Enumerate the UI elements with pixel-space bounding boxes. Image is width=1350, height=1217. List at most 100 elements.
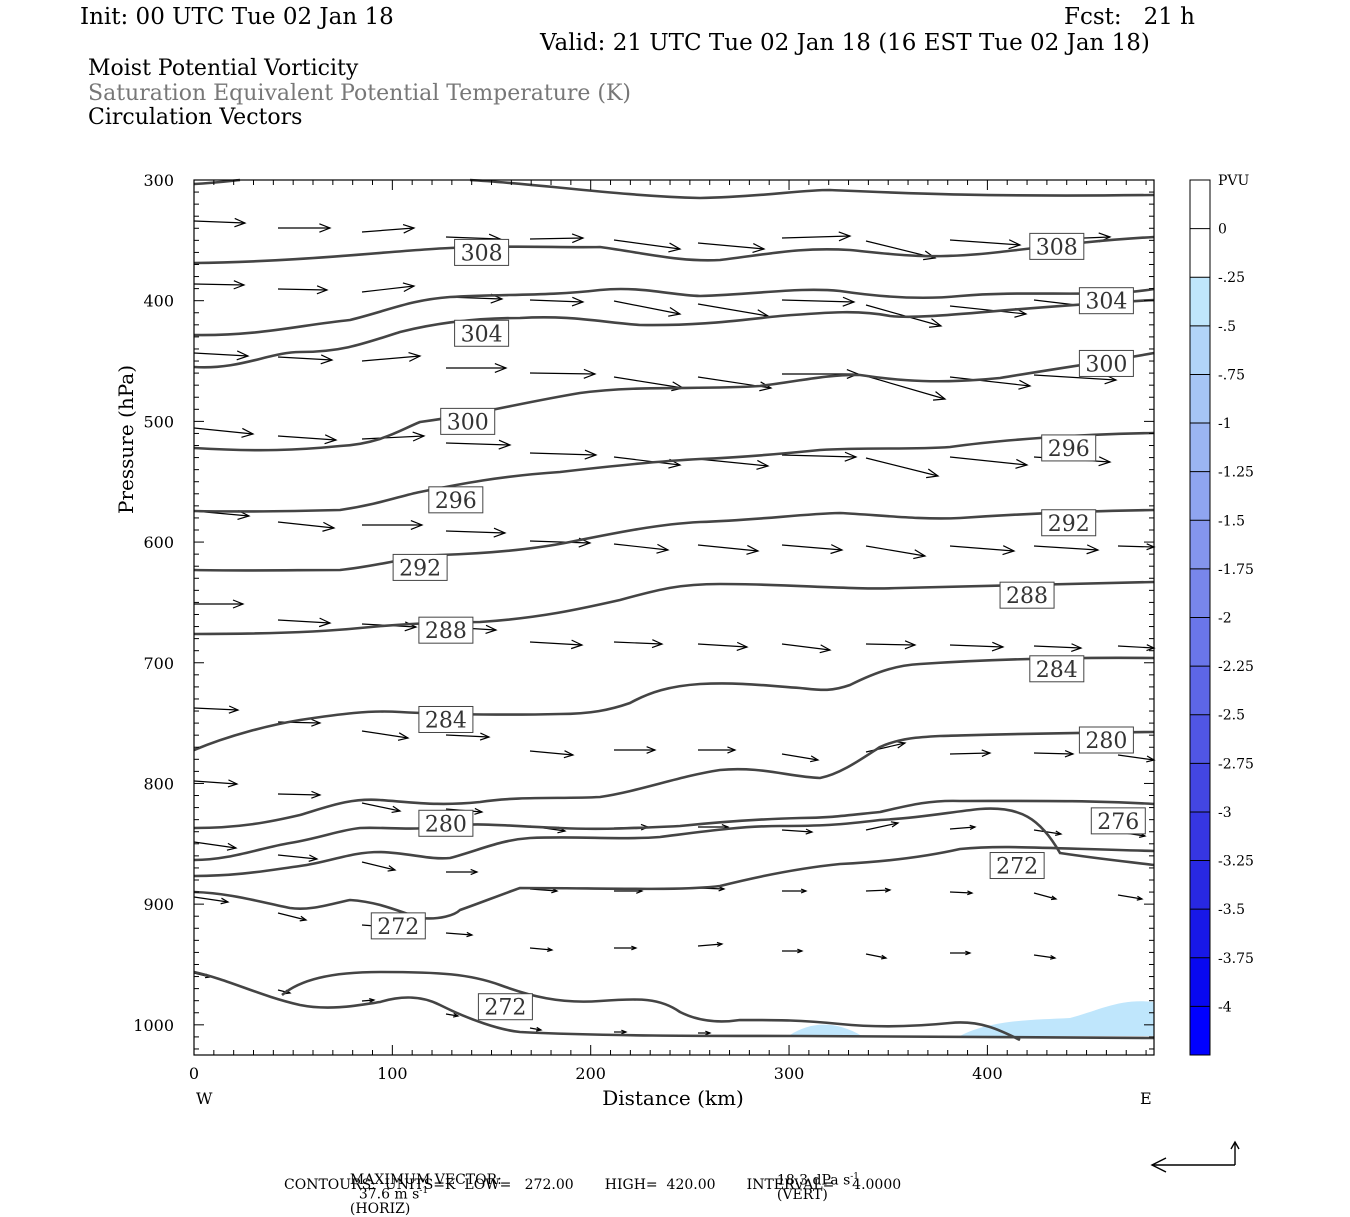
vector-arrow [613, 239, 682, 253]
vector-shaft [277, 356, 333, 361]
vector-head [830, 544, 844, 555]
vector-head [967, 890, 974, 896]
vector-shaft [697, 943, 723, 947]
contour-label-box [1090, 807, 1146, 835]
contour-label: 296 [428, 486, 484, 514]
vector-shaft [613, 376, 684, 389]
vector-arrow [277, 521, 336, 532]
vector-shaft [193, 707, 239, 711]
vector-arrow [1033, 829, 1063, 836]
vector-head [241, 427, 255, 438]
vector-shaft [445, 1013, 459, 1017]
vector-arrow [781, 451, 858, 462]
vector-arrow [277, 912, 308, 922]
vector-head [752, 243, 766, 253]
contour-label-text: 276 [1097, 810, 1139, 835]
theta-es-contour [193, 656, 1155, 752]
vector-arrow [277, 790, 322, 799]
vector-shaft [781, 235, 851, 239]
vector-shaft [949, 826, 976, 830]
vector-arrow [697, 303, 770, 320]
vector-arrow [949, 749, 992, 758]
vector-head [1018, 379, 1032, 390]
vector-head [805, 828, 814, 835]
vector-arrow [949, 545, 1016, 556]
vector-arrow [277, 354, 334, 365]
y-tick-label: 900 [143, 895, 174, 914]
vector-head [369, 997, 376, 1003]
vector-shaft [529, 947, 553, 951]
vector-head [535, 1026, 543, 1032]
colorbar-swatch [1190, 520, 1210, 569]
vector-arrow [1033, 954, 1057, 960]
contour-label-box [1041, 509, 1097, 537]
vector-arrow [698, 746, 737, 754]
vector-shaft [277, 435, 337, 441]
vert-vector-exp: -1 [850, 1172, 860, 1182]
contour-label-box [454, 238, 510, 266]
contour-label: 272 [370, 912, 426, 940]
vector-head [299, 915, 308, 922]
vector-head [387, 865, 397, 872]
vector-arrow [529, 296, 585, 307]
vector-shaft [781, 299, 855, 303]
vector-shaft [865, 545, 926, 557]
vector-arrow [781, 544, 844, 555]
vector-head [797, 948, 804, 954]
contour-label-box [989, 852, 1045, 880]
contour-label-text: 284 [1036, 658, 1078, 683]
vector-shaft [193, 841, 237, 849]
vector-shaft [949, 891, 973, 894]
vector-arrow [697, 641, 749, 651]
theta-es-contour [193, 351, 1155, 452]
vector-head [452, 1012, 460, 1018]
vector-shaft [949, 752, 991, 755]
vector-head [234, 217, 247, 228]
pv-shade-area [960, 1001, 1154, 1036]
contour-label-text: 288 [1006, 584, 1048, 609]
colorbar-label: -2.75 [1218, 756, 1254, 772]
vector-head [226, 842, 238, 851]
vector-shaft [193, 220, 246, 224]
vector-head [884, 887, 892, 893]
colorbar-swatch [1190, 811, 1210, 861]
contour-label-text: 304 [461, 322, 503, 347]
vector-head [583, 368, 597, 379]
contour-label-text: 308 [1036, 235, 1078, 260]
vector-shaft [277, 521, 335, 529]
theta-es-contour [193, 298, 1155, 369]
vector-shaft [361, 435, 425, 440]
colorbar-swatch [1190, 714, 1210, 764]
contour-label: 280 [1078, 726, 1134, 754]
y-tick-label: 300 [143, 171, 174, 190]
contour-label-text: 300 [1085, 352, 1127, 377]
contour-label: 276 [1090, 807, 1146, 835]
contour-label: 304 [454, 319, 510, 347]
vector-head [844, 451, 858, 462]
horiz-vector-value: 37.6 m s [358, 1186, 420, 1203]
vector-shaft [529, 299, 584, 303]
contour-label-box [1078, 726, 1134, 754]
colorbar-swatch [1190, 957, 1210, 1007]
vector-shaft [1117, 894, 1143, 900]
colorbar-label: -1 [1218, 416, 1232, 432]
vector-arrow [614, 945, 638, 951]
vector-arrow [949, 824, 977, 830]
vector-arrow [781, 828, 814, 835]
vector-shaft [445, 530, 506, 534]
x-axis-title: Distance (km) [602, 1086, 744, 1110]
contour-label-text: 292 [1048, 512, 1090, 537]
vector-head [402, 224, 416, 234]
vector-arrow [194, 599, 245, 609]
theta-es-contour [193, 845, 1155, 920]
vector-shaft [865, 822, 899, 831]
vector-head [631, 945, 638, 951]
vector-arrow [361, 861, 397, 872]
vector-head [896, 741, 907, 749]
colorbar-swatch [1190, 471, 1210, 521]
vector-shaft [949, 456, 1028, 466]
vector-head [1049, 954, 1057, 960]
theta-es-contours [193, 178, 1155, 1042]
vector-arrow [445, 732, 491, 741]
vector-head [584, 449, 598, 460]
